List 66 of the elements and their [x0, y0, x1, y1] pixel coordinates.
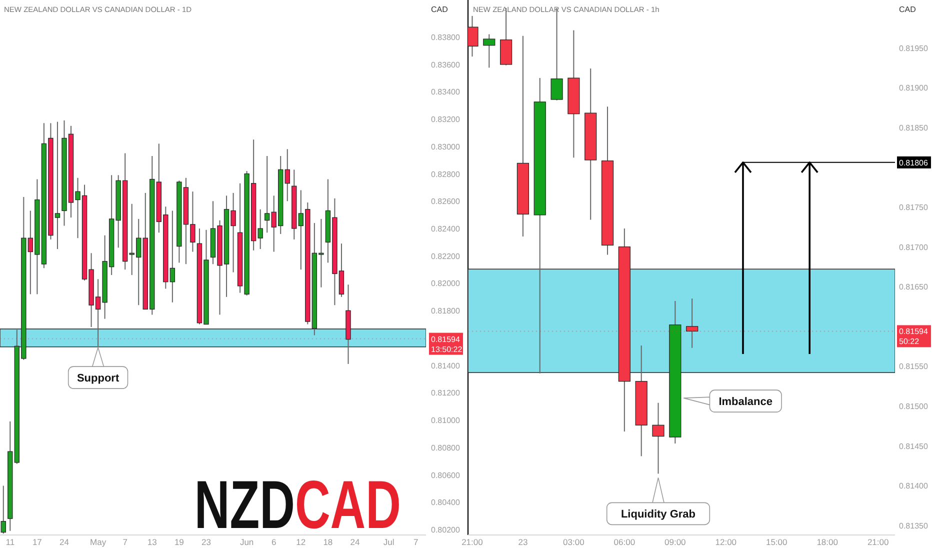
y-tick-label: 0.81950: [899, 44, 928, 53]
x-tick-label: 12: [296, 537, 306, 547]
y-tick-label: 0.80200: [431, 526, 460, 535]
y-tick-label: 0.81800: [431, 306, 460, 316]
text: CAD: [431, 5, 448, 14]
y-tick-label: 0.81650: [899, 282, 928, 292]
candlestick: [483, 34, 496, 68]
x-tick-label: 13: [147, 537, 158, 547]
y-tick-label: 0.83800: [431, 32, 460, 42]
x-tick-label: 18:00: [816, 537, 838, 547]
x-tick-label: 06:00: [614, 537, 636, 547]
y-tick-label: 0.82200: [431, 252, 460, 261]
y-axis-title: CAD: [899, 5, 916, 14]
y-tick-label: 0.83000: [431, 142, 460, 152]
candlestick: [284, 148, 290, 202]
x-tick-label: 12:00: [715, 537, 737, 547]
y-tick-label: 0.81200: [431, 388, 460, 398]
x-tick-label: 18: [323, 537, 333, 547]
y-tick-label: 0.82800: [431, 170, 460, 179]
candlestick: [686, 298, 698, 348]
y-tick-label: 0.80800: [431, 443, 460, 452]
x-tick-label: 15:00: [766, 537, 788, 547]
y-tick-label: 0.83400: [431, 88, 460, 97]
y-tick-label: 0.83200: [431, 115, 460, 124]
annotation: Support: [76, 372, 120, 385]
y-tick-label: 0.81850: [899, 123, 928, 132]
y-tick-label: 0.81350: [899, 521, 928, 530]
x-tick-label: May: [90, 537, 107, 547]
candlestick: [0, 485, 6, 534]
ref-line-label: 0.81594 13:50:22: [431, 334, 463, 354]
x-tick-label: 23: [518, 537, 528, 547]
y-tick-label: 0.82400: [431, 224, 460, 234]
annotation: Imbalance: [718, 396, 773, 408]
x-tick-label: 7: [413, 537, 418, 547]
x-tick-label: 21:00: [462, 537, 484, 547]
y-tick-label: 0.81500: [899, 402, 928, 412]
x-tick-label: 19: [174, 537, 184, 547]
y-tick-label: 0.81700: [899, 242, 928, 252]
y-tick-label: 0.83600: [431, 60, 460, 70]
y-tick-label: 0.82600: [431, 197, 460, 206]
y-tick-label: 0.80400: [431, 498, 460, 508]
x-tick-label: 24: [60, 537, 70, 547]
y-tick-label: 0.80600: [431, 470, 460, 480]
x-tick-label: 09:00: [664, 537, 686, 547]
y-tick-label: 0.81000: [431, 416, 460, 426]
x-tick-label: 24: [350, 537, 360, 547]
y-tick-label: 0.82000: [431, 279, 460, 288]
ref-line-label: 0.81806: [899, 158, 928, 168]
x-tick-label: 21:00: [867, 537, 889, 547]
x-tick-label: 6: [271, 537, 276, 547]
ref-line-label: 0.81594 50:22: [899, 327, 928, 346]
y-tick-label: 0.81750: [899, 202, 928, 212]
x-tick-label: 17: [32, 537, 42, 547]
y-tick-label: 0.81450: [899, 442, 928, 451]
y-tick-label: 0.81400: [431, 361, 460, 370]
y-tick-label: 0.81400: [899, 482, 928, 491]
x-tick-label: Jun: [240, 537, 254, 547]
y-tick-label: 0.81900: [899, 84, 928, 93]
x-tick-label: 11: [6, 537, 15, 547]
x-tick-label: 03:00: [563, 537, 585, 547]
x-tick-label: Jul: [383, 537, 394, 547]
x-tick-label: 7: [122, 537, 128, 547]
candlestick: [652, 402, 664, 474]
y-tick-label: 0.81550: [899, 362, 928, 372]
annotation: Liquidity Grab: [620, 508, 696, 521]
x-tick-label: 23: [202, 537, 212, 547]
